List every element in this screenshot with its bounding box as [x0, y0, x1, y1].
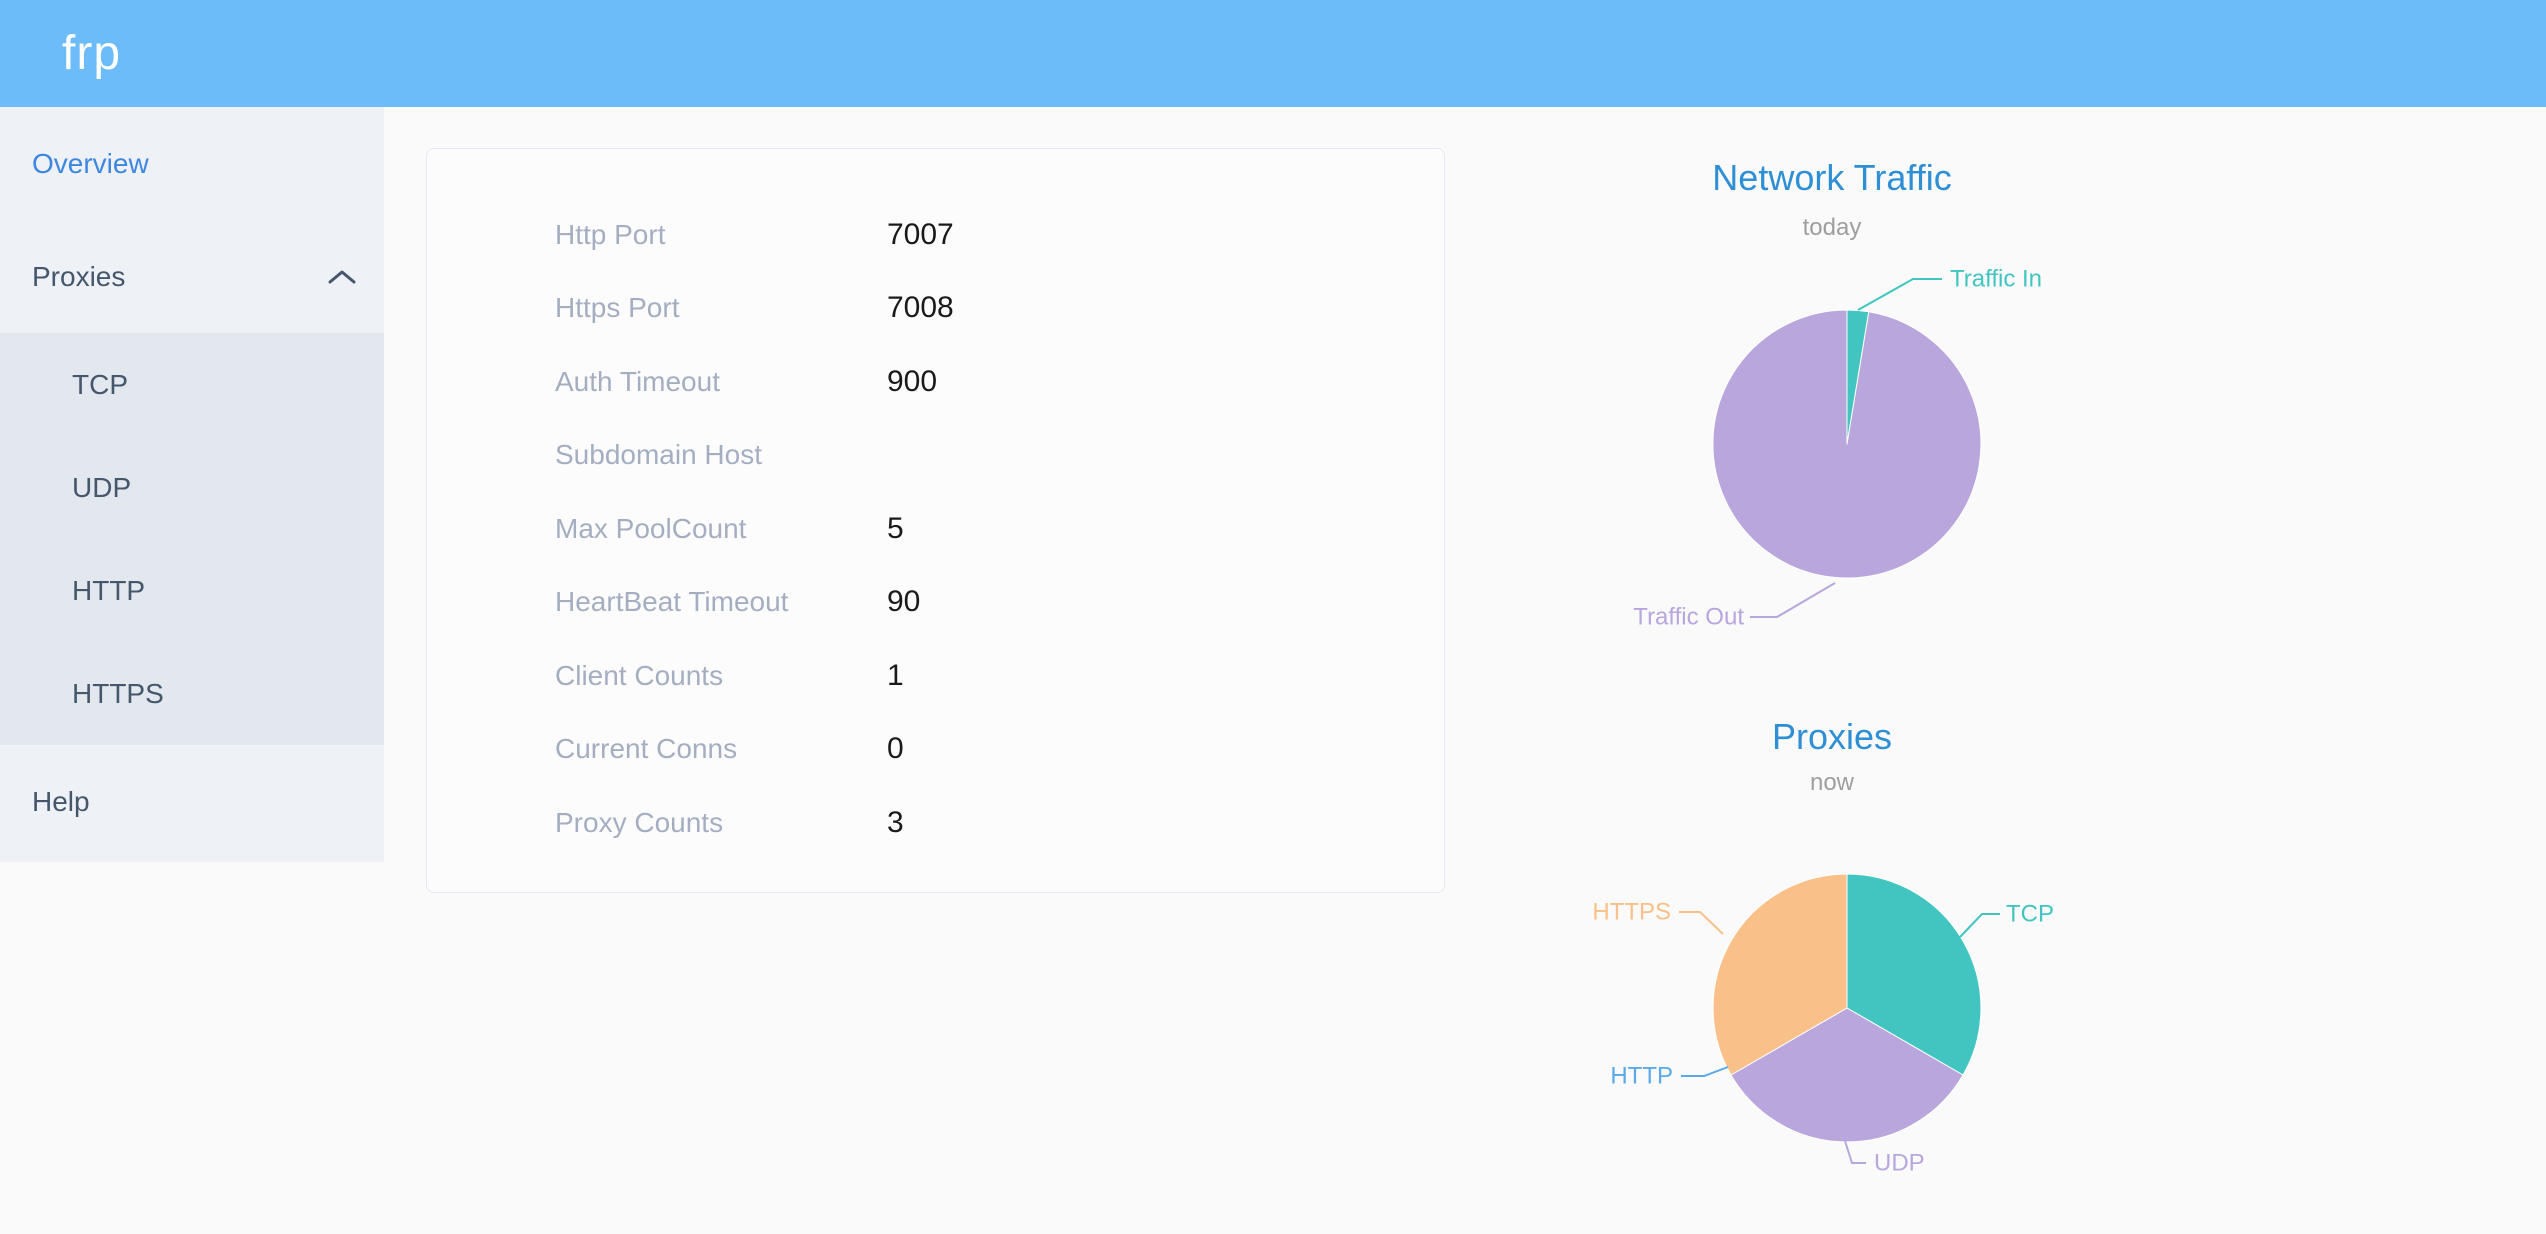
pie-label-https: HTTPS — [1592, 899, 1671, 926]
labelline-tcp — [1959, 913, 2000, 938]
info-row-client-counts: Client Counts 1 — [427, 639, 1444, 713]
sidebar-submenu-proxies: TCP UDP HTTP HTTPS — [0, 333, 384, 745]
info-label: Current Conns — [555, 733, 738, 765]
pie-label-udp: UDP — [1874, 1150, 1925, 1177]
info-label: Auth Timeout — [555, 365, 720, 397]
sidebar-item-help-label: Help — [32, 785, 90, 817]
chevron-up-icon — [328, 270, 356, 283]
info-label: Subdomain Host — [555, 439, 763, 471]
info-value: 7008 — [887, 291, 954, 325]
info-row-auth-timeout: Auth Timeout 900 — [427, 345, 1444, 419]
sidebar-item-https-label: HTTPS — [72, 677, 164, 709]
proxies-subtitle: now — [1809, 769, 1855, 796]
info-row-current-conns: Current Conns 0 — [427, 713, 1444, 787]
info-value: 3 — [887, 805, 904, 839]
sidebar-item-help[interactable]: Help — [0, 745, 384, 858]
info-value: 900 — [887, 364, 938, 398]
labelline-udp — [1844, 1140, 1866, 1164]
proxies-pie: TCP UDP HTTP HTTPS — [1592, 873, 2054, 1177]
pie-slice-udp[interactable] — [1730, 1007, 1964, 1143]
info-label: HeartBeat Timeout — [555, 586, 789, 618]
sidebar-item-tcp[interactable]: TCP — [0, 333, 384, 436]
network-traffic-title: Network Traffic — [1712, 157, 1952, 198]
info-label: Http Port — [555, 218, 666, 250]
sidebar-item-overview-label: Overview — [32, 147, 149, 179]
pie-label-traffic-in: Traffic In — [1950, 266, 2042, 293]
info-value: 5 — [887, 511, 904, 545]
sidebar-item-http-label: HTTP — [72, 574, 146, 606]
sidebar: Overview Proxies TCP UDP HTTP HTTPS Help — [0, 107, 384, 862]
info-label: Max PoolCount — [555, 512, 747, 544]
info-label: Client Counts — [555, 659, 724, 691]
pie-label-tcp: TCP — [2006, 901, 2054, 928]
pie-slice-https[interactable] — [1712, 873, 1848, 1076]
info-row-max-poolcount: Max PoolCount 5 — [427, 492, 1444, 566]
info-value: 7007 — [887, 217, 954, 251]
labelline-traffic-in — [1857, 278, 1942, 311]
info-value: 0 — [887, 732, 904, 766]
sidebar-item-http[interactable]: HTTP — [0, 539, 384, 642]
info-row-subdomain-host: Subdomain Host — [427, 419, 1444, 493]
sidebar-item-tcp-label: TCP — [72, 368, 128, 400]
labelline-https — [1679, 911, 1724, 935]
info-row-heartbeat-timeout: HeartBeat Timeout 90 — [427, 566, 1444, 640]
pie-label-traffic-out: Traffic Out — [1633, 604, 1744, 631]
sidebar-item-https[interactable]: HTTPS — [0, 642, 384, 745]
sidebar-item-proxies-label: Proxies — [32, 260, 126, 292]
pie-label-http: HTTP — [1610, 1063, 1673, 1090]
sidebar-item-overview[interactable]: Overview — [0, 107, 384, 220]
labelline-http — [1681, 1066, 1729, 1077]
info-label: Proxy Counts — [555, 806, 724, 838]
pie-slice-tcp[interactable] — [1846, 873, 1982, 1076]
info-row-https-port: Https Port 7008 — [427, 272, 1444, 346]
info-row-proxy-counts: Proxy Counts 3 — [427, 786, 1444, 860]
pie-slice-traffic-out[interactable] — [1712, 309, 1982, 579]
sidebar-item-udp[interactable]: UDP — [0, 436, 384, 539]
info-value: 90 — [887, 585, 921, 619]
labelline-traffic-out — [1750, 582, 1836, 618]
sidebar-item-udp-label: UDP — [72, 471, 132, 503]
proxies-title: Proxies — [1771, 716, 1893, 757]
server-info-card: Http Port 7007 Https Port 7008 Auth Time… — [426, 148, 1445, 893]
app-header: frp — [0, 0, 2546, 107]
info-label: Https Port — [555, 292, 680, 324]
info-row-http-port: Http Port 7007 — [427, 198, 1444, 272]
sidebar-item-proxies[interactable]: Proxies — [0, 220, 384, 333]
network-traffic-subtitle: today — [1802, 214, 1862, 241]
network-traffic-pie: Traffic In Traffic Out — [1633, 266, 2042, 631]
app-logo: frp — [62, 27, 122, 80]
info-value: 1 — [887, 658, 904, 692]
